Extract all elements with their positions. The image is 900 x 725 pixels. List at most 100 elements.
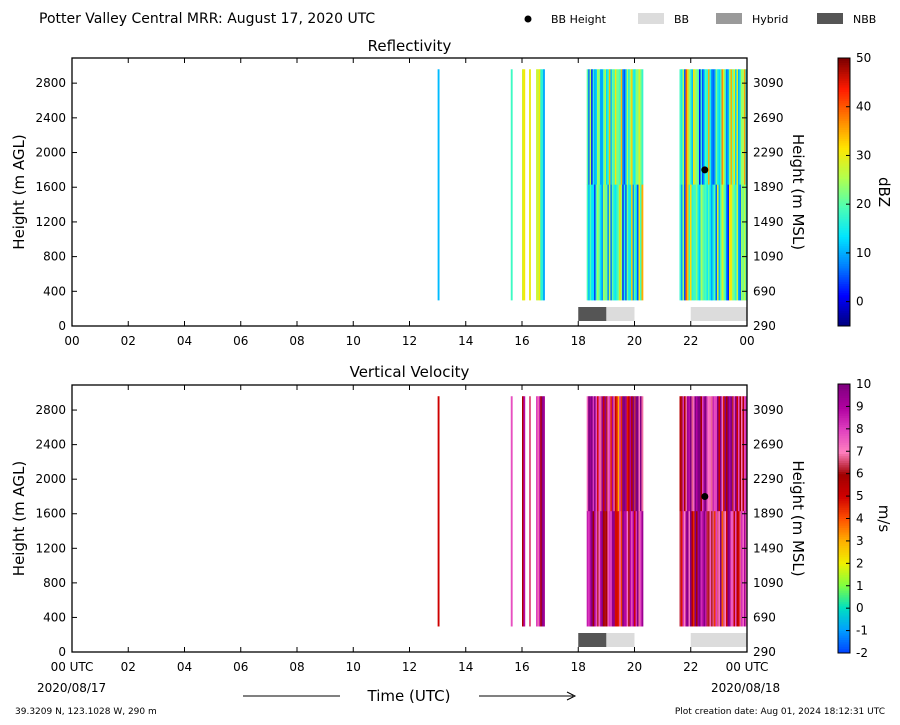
echo-stripe — [629, 396, 632, 512]
bb-height-marker — [701, 166, 709, 174]
x-tick-label: 02 — [121, 334, 136, 348]
echo-stripe — [738, 511, 740, 627]
colorbar-segment — [838, 109, 850, 113]
colorbar-tick-label: -2 — [856, 646, 868, 660]
echo-stripe — [736, 184, 739, 301]
colorbar-segment — [838, 73, 850, 77]
echo-stripe — [595, 396, 598, 512]
echo-stripe — [605, 511, 608, 627]
y-tick-label: 2000 — [35, 472, 66, 486]
echo-stripe — [631, 511, 633, 627]
colorbar-tick-label: 7 — [856, 444, 864, 458]
echo-stripe — [635, 184, 638, 301]
echo-stripe — [718, 184, 721, 301]
colorbar-segment — [838, 554, 850, 558]
colorbar-segment — [838, 617, 850, 620]
colorbar-segment — [838, 319, 850, 323]
echo-stripe — [617, 69, 620, 186]
colorbar-segment — [838, 185, 850, 189]
x-tick-label: 06 — [233, 660, 248, 674]
plot-frame — [71, 57, 748, 327]
bright-band-bar-bb — [690, 307, 747, 321]
y-tick-label: 800 — [43, 250, 66, 264]
colorbar-segment — [838, 601, 850, 605]
colorbar-segment — [838, 60, 850, 63]
y-tick-label: 2800 — [35, 76, 66, 90]
echo-stripe — [742, 511, 745, 627]
colorbar-segment — [838, 118, 850, 122]
echo-stripe — [712, 184, 715, 301]
colorbar-segment — [838, 650, 850, 654]
echo-stripe — [586, 69, 589, 186]
echo-stripe — [620, 69, 623, 186]
colorbar-segment — [838, 147, 850, 151]
echo-stripe — [536, 396, 538, 627]
echo-stripe — [681, 396, 683, 512]
colorbar-segment — [838, 71, 850, 75]
colorbar-segment — [838, 138, 850, 142]
echo-stripe — [727, 69, 730, 186]
bright-band-bar-nbb — [578, 633, 607, 647]
colorbar-segment — [838, 156, 850, 159]
colorbar-segment — [838, 98, 850, 101]
colorbar-segment — [838, 446, 850, 450]
echo-stripe — [523, 69, 526, 301]
colorbar-segment — [838, 390, 850, 394]
y-tick-label: 400 — [43, 284, 66, 298]
echo-stripe — [724, 184, 727, 301]
echo-stripe — [690, 511, 692, 627]
echo-stripe — [687, 184, 689, 301]
echo-stripe — [607, 184, 610, 301]
colorbar-segment — [838, 464, 850, 468]
colorbar-segment — [838, 471, 850, 475]
echo-stripe — [614, 69, 617, 186]
echo-stripe — [694, 69, 697, 186]
echo-stripe — [732, 69, 734, 186]
echo-stripe — [541, 69, 544, 301]
colorbar-segment — [838, 487, 850, 490]
echo-stripe — [623, 511, 626, 627]
colorbar-tick-label: 9 — [856, 399, 864, 413]
y-tick-right-label: 1490 — [753, 541, 784, 555]
echo-stripe — [610, 396, 613, 512]
echo-stripe — [610, 511, 613, 627]
colorbar-segment — [838, 592, 850, 596]
colorbar-segment — [838, 529, 850, 533]
echo-stripe — [522, 69, 524, 301]
echo-stripe — [592, 511, 595, 627]
x-tick-label: 10 — [346, 660, 361, 674]
colorbar-segment — [838, 149, 850, 153]
colorbar-segment — [838, 267, 850, 271]
y-tick-right-label: 3090 — [753, 403, 784, 417]
echo-stripe — [600, 69, 602, 186]
y-axis-right-label: Height (m MSL) — [789, 134, 807, 250]
echo-stripe — [637, 396, 639, 512]
colorbar-segment — [838, 200, 850, 204]
echo-stripe — [597, 69, 599, 186]
echo-stripe — [684, 396, 686, 512]
echo-stripe — [715, 396, 718, 512]
echo-stripe — [613, 511, 616, 627]
legend: BB Height BB Hybrid NBB — [524, 13, 876, 26]
echo-stripe — [611, 184, 614, 301]
echo-stripe — [709, 69, 712, 186]
echo-stripe — [638, 511, 641, 627]
echo-stripe — [712, 69, 715, 186]
echo-stripe — [594, 184, 596, 301]
colorbar: 0 10 20 30 40 50 dBZ — [837, 51, 893, 327]
colorbar-segment — [838, 480, 850, 484]
colorbar-segment — [838, 482, 850, 486]
colorbar-segment — [838, 493, 850, 497]
echo-stripe — [733, 184, 736, 301]
echo-stripe — [688, 184, 691, 301]
echo-stripe — [688, 69, 691, 186]
y-tick-label: 2400 — [35, 111, 66, 125]
colorbar-segment — [838, 641, 850, 645]
echo-stripe — [691, 511, 694, 627]
echo-stripe — [638, 69, 641, 186]
colorbar-segment — [838, 404, 850, 407]
colorbar-segment — [838, 534, 850, 537]
colorbar-segment — [838, 236, 850, 240]
echo-stripe — [597, 396, 599, 512]
